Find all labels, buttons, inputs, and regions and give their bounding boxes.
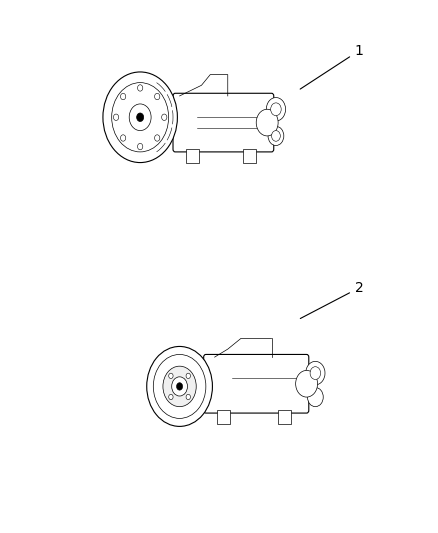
Circle shape [147,346,212,426]
Bar [243,149,256,163]
Circle shape [307,387,323,407]
Circle shape [296,370,318,397]
Circle shape [103,72,177,163]
Circle shape [120,93,126,100]
Circle shape [169,394,173,400]
Circle shape [155,93,160,100]
Circle shape [310,367,321,379]
Bar [217,410,230,424]
Circle shape [177,383,183,390]
Circle shape [266,98,286,121]
Bar [278,410,291,424]
FancyBboxPatch shape [204,354,309,413]
Circle shape [129,104,151,131]
FancyBboxPatch shape [173,93,274,152]
Circle shape [138,85,143,91]
Circle shape [137,113,144,122]
Circle shape [256,109,278,136]
Circle shape [268,126,284,146]
Circle shape [155,135,160,141]
Circle shape [163,366,196,407]
Circle shape [306,361,325,385]
Text: 1: 1 [300,44,364,89]
Circle shape [112,83,169,152]
Bar [186,149,199,163]
Circle shape [120,135,126,141]
Circle shape [169,373,173,378]
Circle shape [113,114,119,120]
Circle shape [162,114,167,120]
Circle shape [272,131,280,141]
Circle shape [153,354,206,418]
Circle shape [271,103,281,116]
Circle shape [186,373,191,378]
Text: 2: 2 [300,281,364,319]
Circle shape [138,143,143,150]
Circle shape [172,377,187,396]
Circle shape [186,394,191,400]
